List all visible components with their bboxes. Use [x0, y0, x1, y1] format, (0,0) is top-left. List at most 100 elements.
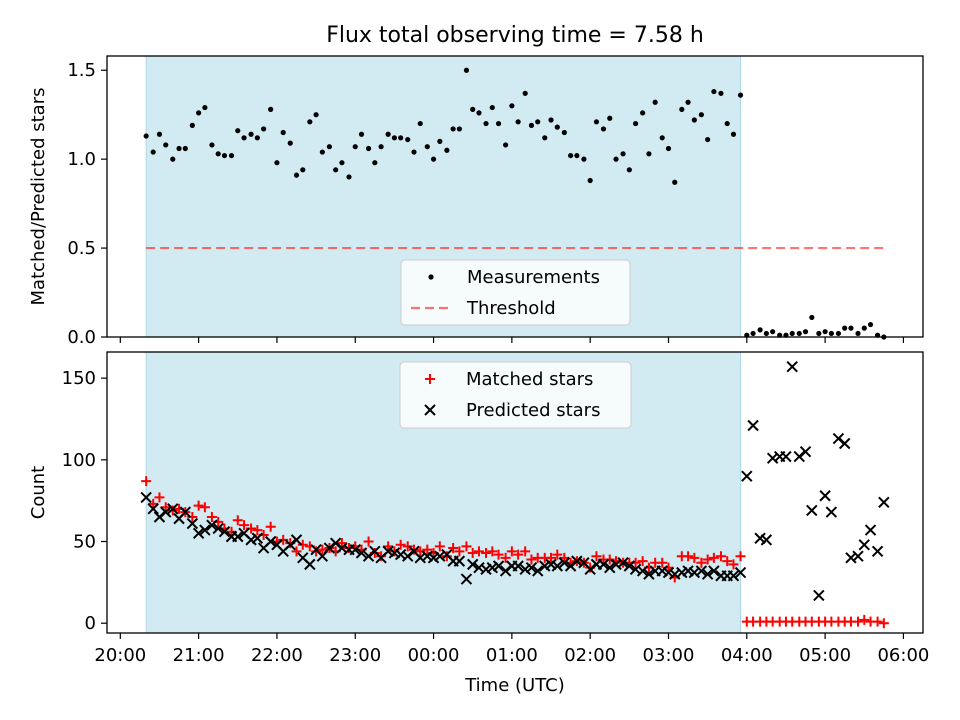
matched-star-point [500, 552, 511, 563]
measurement-point [554, 124, 560, 130]
measurement-point [339, 160, 345, 166]
measurement-point [724, 120, 730, 127]
x-tick-label: 06:00 [877, 645, 929, 666]
legend-box [399, 361, 632, 429]
measurement-point [280, 129, 286, 136]
predicted-star-point [695, 565, 708, 577]
matched-star-point [591, 551, 602, 562]
measurement-point [646, 151, 652, 157]
measurement-point [574, 152, 580, 159]
measurement-point [495, 120, 502, 127]
measurement-point [711, 88, 717, 95]
measurement-point [705, 136, 711, 143]
predicted-star-point [160, 506, 172, 518]
predicted-star-point [212, 522, 224, 535]
predicted-star-point [467, 558, 479, 571]
series-predicted-stars [140, 360, 890, 602]
measurement-point [202, 104, 208, 111]
measurement-point [143, 133, 149, 139]
predicted-star-point [741, 470, 753, 482]
measurement-point [626, 167, 632, 173]
matched-star-point [735, 551, 746, 562]
x-tick-label: 01:00 [486, 645, 538, 666]
matched-star-point [696, 557, 707, 568]
measurement-point [326, 144, 333, 150]
measurement-point [607, 115, 613, 121]
top-panel: 0.0 0.5 1.0 1.5 Matched/Predicted stars Measu… [28, 55, 924, 348]
predicted-star-point [858, 539, 870, 551]
predicted-star-point [349, 543, 361, 556]
matched-star-point [878, 618, 889, 629]
matched-star-point [226, 526, 237, 537]
predicted-star-point [838, 437, 851, 450]
predicted-star-point [813, 589, 825, 602]
measurement-point [398, 135, 404, 141]
predicted-star-point [852, 550, 864, 562]
matched-star-point [702, 554, 713, 565]
measurement-point [463, 67, 470, 73]
predicted-star-point [140, 491, 152, 504]
measurement-point [352, 144, 358, 150]
predicted-star-point [192, 527, 205, 540]
predicted-star-point [532, 565, 544, 577]
predicted-star-point [218, 526, 231, 538]
y-axis-label: Count [28, 466, 49, 519]
measurement-point [313, 112, 319, 118]
predicted-star-point [232, 530, 244, 543]
measurement-point [861, 325, 867, 331]
y-tick-label: 50 [73, 532, 96, 553]
measurement-point [691, 117, 697, 123]
matched-star-point [395, 539, 406, 550]
matched-star-point [434, 541, 445, 552]
predicted-star-point [604, 561, 616, 574]
predicted-star-point [878, 496, 890, 509]
measurement-point [835, 330, 842, 337]
measurement-point [176, 145, 182, 152]
matched-star-point [728, 559, 739, 570]
y-axis-label: Matched/Predicted stars [28, 88, 49, 306]
x-tick-label: 20:00 [94, 645, 146, 666]
measurement-point [150, 149, 156, 155]
measurement-point [450, 126, 456, 132]
matched-star-point [311, 546, 322, 557]
matched-star-point [559, 552, 570, 563]
measurement-point [509, 103, 515, 109]
matched-star-point [722, 556, 733, 567]
legend-box [400, 259, 631, 326]
matched-star-point [252, 525, 263, 536]
predicted-star-point [825, 506, 838, 518]
measurement-point [679, 106, 685, 112]
legend-label: Predicted stars [466, 400, 600, 421]
measurement-point [163, 142, 169, 148]
measurement-point [430, 156, 437, 162]
predicted-star-point [597, 558, 610, 571]
measurement-point [437, 138, 443, 144]
predicted-star-point [290, 534, 303, 546]
measurement-point [613, 156, 619, 162]
measurement-point [300, 167, 306, 173]
measurement-point [319, 149, 325, 155]
measurement-point [417, 120, 423, 127]
measurement-point [385, 131, 391, 137]
matched-star-point [422, 544, 433, 555]
measurement-point [842, 325, 848, 331]
predicted-star-point [806, 504, 818, 517]
matched-star-point [297, 539, 308, 550]
measurement-point [248, 131, 254, 137]
measurement-point [254, 135, 260, 141]
measurement-point [867, 321, 874, 328]
measurement-point [503, 142, 509, 148]
matched-star-point [872, 616, 883, 627]
measurement-point [528, 122, 535, 128]
predicted-star-point [199, 524, 211, 536]
measurement-point [652, 99, 658, 105]
measurement-point [561, 129, 567, 136]
measurement-point [483, 120, 489, 127]
measurement-point [757, 327, 763, 333]
axes-frame [106, 351, 924, 634]
matched-star-point [657, 557, 668, 568]
measurement-point [274, 160, 280, 166]
predicted-star-point [453, 555, 466, 567]
matched-star-point [154, 492, 165, 503]
